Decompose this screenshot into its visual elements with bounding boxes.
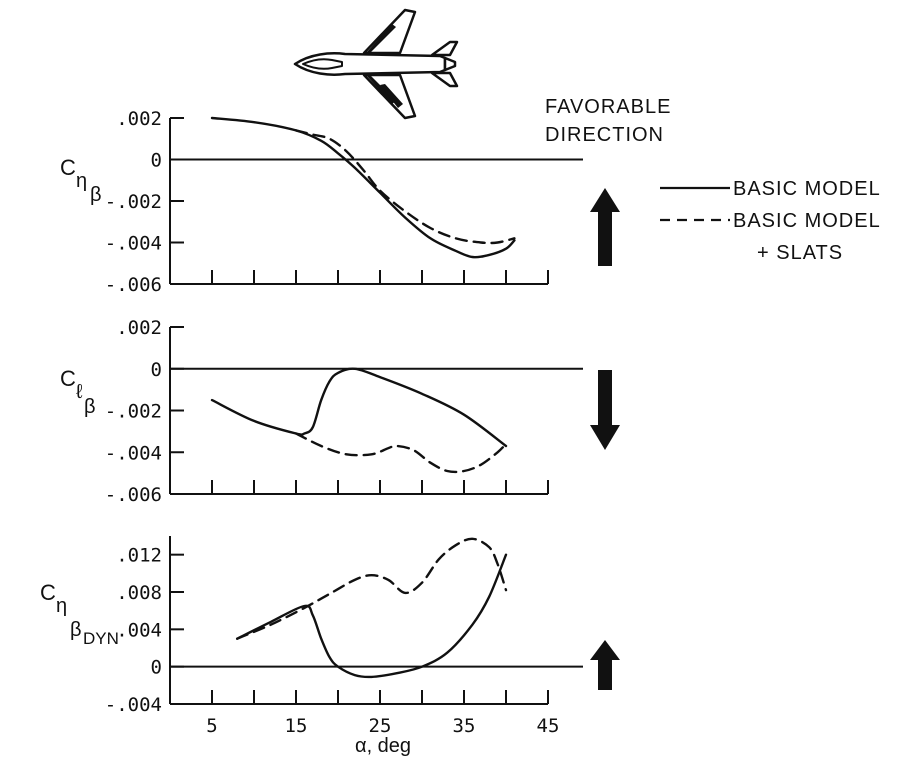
cl-beta-basic-series-line: [210, 367, 508, 448]
svg-text:C: C: [40, 580, 56, 605]
cn-beta-y-tick-label: .002: [116, 108, 162, 130]
panel-cl-beta: C ℓ β .002 0 -.002 -.004 -.006: [60, 317, 583, 506]
cn-beta-dyn-x-tick-label: 35: [453, 715, 476, 737]
favorable-direction-heading: FAVORABLE DIRECTION: [545, 96, 671, 146]
arrow-up-icon: [590, 188, 620, 266]
legend-slats-label-line2: + SLATS: [757, 242, 843, 264]
svg-text:ℓ: ℓ: [76, 381, 83, 403]
svg-text:β: β: [90, 184, 102, 206]
svg-text:η: η: [56, 595, 67, 617]
cn-beta-slats-series-line: [294, 129, 516, 245]
cn-beta-dyn-y-tick-label: .012: [116, 545, 162, 567]
aircraft-planform-illustration: [293, 8, 459, 120]
cl-beta-y-tick-label: .002: [116, 317, 162, 339]
cn-beta-y-tick-label: -.004: [105, 233, 162, 255]
cn-beta-dyn-y-tick-label: 0: [151, 657, 162, 679]
svg-text:η: η: [76, 170, 87, 192]
cn-beta-dyn-slats-series-line: [236, 537, 508, 640]
legend-slats-label-line1: BASIC MODEL: [733, 210, 881, 232]
cl-beta-y-tick-label: -.002: [105, 401, 162, 423]
cn-beta-dyn-y-tick-label: .008: [116, 582, 162, 604]
cn-beta-dyn-x-tick-label: 15: [285, 715, 308, 737]
panel-cn-beta: C η β .002 0 -.002 -.004 -.006: [60, 108, 583, 296]
cl-beta-y-tick-label: -.004: [105, 442, 162, 464]
cn-beta-dyn-y-tick-label: -.004: [105, 694, 162, 716]
legend: BASIC MODEL BASIC MODEL + SLATS: [660, 178, 881, 264]
cl-beta-y-label: C ℓ β: [60, 366, 96, 418]
cn-beta-dyn-y-label: C η β DYN: [40, 580, 119, 648]
cl-beta-y-tick-label: -.006: [105, 484, 162, 506]
arrow-down-icon: [590, 370, 620, 450]
cn-beta-dyn-x-tick-label: 25: [369, 715, 392, 737]
x-axis-title: α, deg: [355, 735, 411, 757]
arrow-up-icon: [590, 640, 620, 690]
cn-beta-dyn-x-tick-label: 5: [206, 715, 217, 737]
favorable-label-line1: FAVORABLE: [545, 96, 671, 118]
cn-beta-y-tick-label: -.006: [105, 274, 162, 296]
svg-text:C: C: [60, 155, 76, 180]
svg-text:DYN: DYN: [83, 629, 119, 648]
panel-cn-beta-dyn: C η β DYN .012 .008 .004 0 -.004 5 15 25 35 45: [40, 536, 583, 737]
svg-text:β: β: [70, 619, 82, 641]
cl-beta-slats-series-line: [294, 432, 508, 474]
favorable-label-line2: DIRECTION: [545, 124, 664, 146]
cn-beta-y-label: C η β: [60, 155, 102, 206]
cn-beta-dyn-y-tick-label: .004: [116, 619, 162, 641]
cn-beta-dyn-basic-series-line: [236, 553, 508, 679]
cn-beta-y-tick-label: 0: [151, 150, 162, 172]
legend-basic-model-label: BASIC MODEL: [733, 178, 881, 200]
cn-beta-basic-series-line: [210, 116, 516, 259]
svg-text:β: β: [84, 396, 96, 418]
cl-beta-y-tick-label: 0: [151, 359, 162, 381]
cn-beta-y-tick-label: -.002: [105, 191, 162, 213]
svg-text:C: C: [60, 366, 76, 391]
cn-beta-dyn-x-tick-label: 45: [537, 715, 560, 737]
